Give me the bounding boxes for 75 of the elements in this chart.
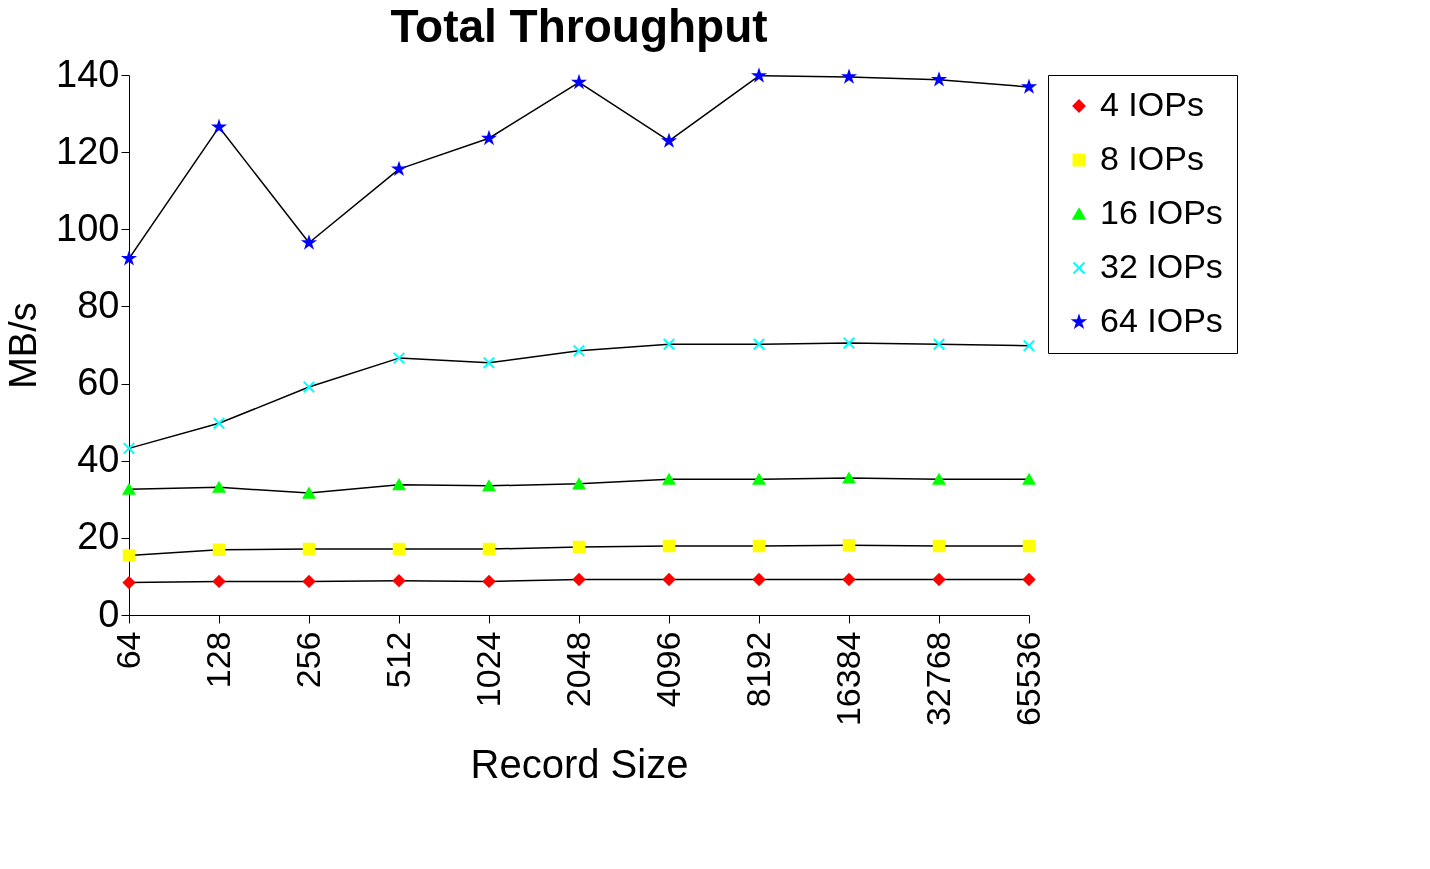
point (752, 539, 766, 553)
y-axis-title: MB/s (2, 302, 45, 389)
point (572, 344, 586, 358)
point (212, 543, 226, 557)
point (392, 542, 406, 556)
point (1022, 573, 1036, 586)
y-tick-label: 120 (56, 129, 120, 172)
x-tick-label: 128 (198, 631, 237, 689)
point (301, 234, 317, 250)
point (662, 573, 676, 586)
point (752, 337, 766, 351)
legend-label: 8 IOPs (1100, 139, 1204, 177)
chart-title: Total Throughput (390, 0, 768, 52)
y-tick-label: 20 (77, 515, 120, 558)
x-tick-label: 32768 (918, 631, 957, 727)
point (392, 479, 406, 491)
point (302, 542, 316, 556)
x-tick-label: 4096 (648, 631, 687, 708)
x-tick-label: 8192 (738, 631, 777, 708)
point (482, 356, 496, 369)
point (661, 132, 677, 148)
point (212, 417, 226, 430)
point (932, 573, 946, 586)
point (302, 575, 316, 588)
legend-label: 32 IOPs (1100, 247, 1223, 285)
point (302, 487, 316, 499)
point (932, 473, 946, 485)
point (572, 540, 586, 554)
x-tick-label: 65536 (1008, 631, 1047, 727)
point (392, 574, 406, 587)
point (842, 573, 856, 586)
point (751, 67, 767, 83)
point (662, 337, 676, 351)
point (842, 538, 856, 552)
point (932, 539, 946, 553)
point (1021, 78, 1037, 94)
point (122, 576, 136, 589)
point (122, 442, 136, 455)
point (212, 575, 226, 588)
point (1022, 339, 1036, 353)
point (932, 337, 946, 351)
point (572, 478, 586, 490)
point (842, 472, 856, 484)
point (662, 473, 676, 485)
x-tick-label: 512 (378, 631, 417, 689)
point (392, 351, 406, 365)
point (752, 473, 766, 485)
point (662, 539, 676, 553)
point (211, 118, 227, 134)
legend-label: 16 IOPs (1100, 193, 1223, 231)
y-tick-label: 100 (56, 206, 120, 249)
point (212, 481, 226, 493)
point (482, 542, 496, 556)
legend-label: 64 IOPs (1100, 301, 1223, 339)
x-tick-label: 256 (288, 631, 327, 689)
point (302, 380, 316, 394)
x-tick-label: 2048 (558, 631, 597, 708)
y-tick-label: 40 (77, 438, 120, 481)
x-axis-title: Record Size (470, 742, 689, 787)
point (841, 68, 857, 84)
point (1022, 473, 1036, 485)
point (842, 336, 856, 350)
y-tick-label: 60 (77, 361, 120, 404)
point (752, 573, 766, 586)
point (122, 483, 136, 495)
point (482, 575, 496, 588)
point (572, 573, 586, 586)
point (1022, 539, 1036, 553)
y-tick-label: 140 (56, 52, 120, 95)
point (122, 549, 136, 562)
x-tick-label: 16384 (828, 631, 867, 727)
point (482, 480, 496, 492)
legend-label: 4 IOPs (1100, 85, 1204, 123)
y-tick-label: 80 (77, 283, 120, 326)
x-tick-label: 1024 (468, 631, 507, 708)
